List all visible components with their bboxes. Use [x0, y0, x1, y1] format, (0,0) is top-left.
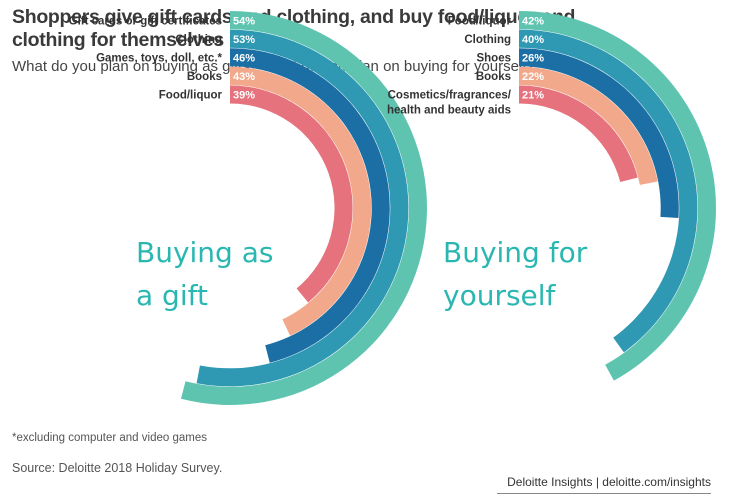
radial-chart-2: 42% Food/liquor 40% Clothing 26% Shoes 22% Book…: [387, 11, 716, 381]
value-label-5: 39%: [233, 90, 255, 102]
category-label-5: Food/liquor: [159, 90, 223, 102]
source-note: Source: Deloitte 2018 Holiday Survey.: [12, 461, 223, 475]
brand-link[interactable]: Deloitte Insights | deloitte.com/insight…: [507, 475, 711, 489]
category-label-3: Shoes: [476, 53, 511, 65]
footnote: *excluding computer and video games: [12, 432, 207, 444]
center-label-line-2: yourself: [443, 279, 557, 312]
category-label-2: Clothing: [464, 34, 511, 46]
arc-bar-1: [519, 11, 716, 381]
value-label-2: 40%: [522, 34, 544, 46]
category-label-2: Clothing: [175, 34, 222, 46]
brand-underline: [497, 493, 711, 494]
value-label-1: 54%: [233, 15, 255, 27]
value-label-4: 43%: [233, 71, 255, 83]
value-label-5: 21%: [522, 90, 544, 102]
center-label-line-2: a gift: [136, 279, 208, 312]
arc-bar-2: [519, 29, 698, 353]
arc-bar-4: [519, 66, 658, 185]
center-label-line-1: Buying as: [136, 236, 273, 269]
arc-bar-5: [519, 85, 638, 183]
value-label-3: 26%: [522, 53, 544, 65]
value-label-1: 42%: [522, 15, 544, 27]
arc-bar-5: [230, 85, 353, 303]
category-label-4: Books: [187, 71, 222, 83]
value-label-4: 22%: [522, 71, 544, 83]
radial-chart-1: 54% Gift cards or gift certificates 53% Clo…: [69, 11, 427, 405]
arc-bar-4: [230, 66, 372, 336]
category-label-1: Food/liquor: [448, 15, 512, 27]
chart-title: Shoppers give gift cards and clothing, a…: [12, 6, 576, 51]
center-label-line-1: Buying for: [443, 236, 588, 269]
category-label-1: Gift cards or gift certificates: [69, 15, 222, 27]
category-label-3: Games, toys, doll, etc.*: [96, 53, 222, 65]
arc-bar-3: [519, 48, 679, 219]
value-label-3: 46%: [233, 53, 255, 65]
category-label-5: Cosmetics/fragrances/health and beauty a…: [387, 90, 512, 117]
category-label-4: Books: [476, 71, 511, 83]
value-label-2: 53%: [233, 34, 255, 46]
arc-bar-3: [230, 48, 390, 363]
